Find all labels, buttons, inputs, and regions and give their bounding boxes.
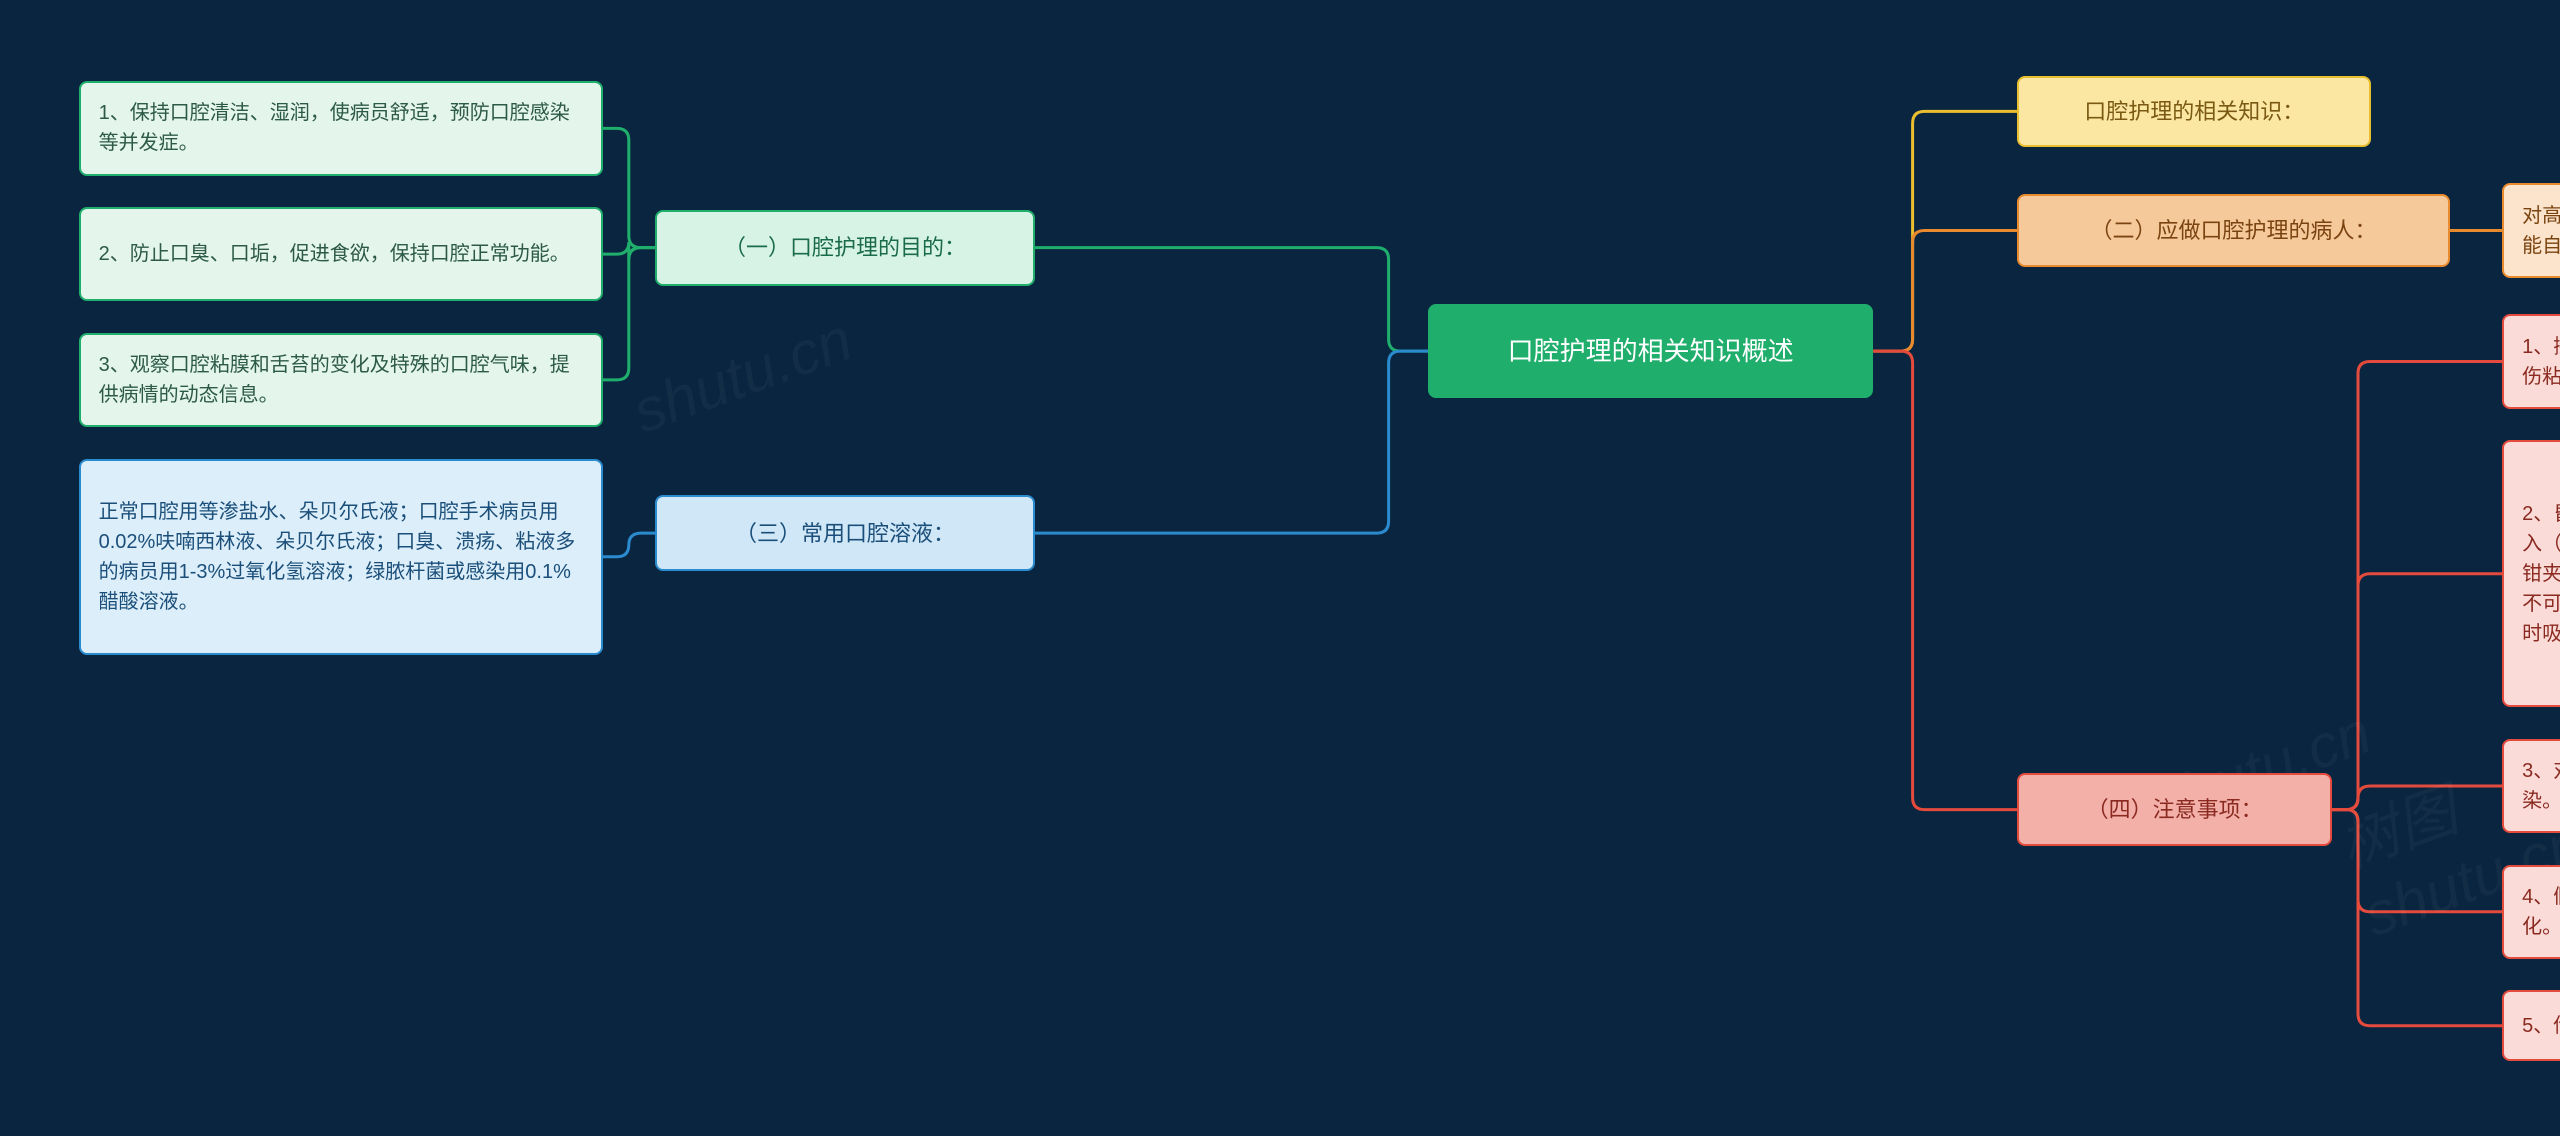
connector [1035,351,1428,533]
node-b4c3[interactable]: 3、对长期使用抗生素者，应观察口腔粘膜有无霉菌感染。 [2502,739,2560,833]
connector [1873,231,2017,352]
node-b2[interactable]: （二）应做口腔护理的病人： [2017,194,2449,267]
connector [2332,810,2502,912]
connector [2332,810,2502,1026]
node-b4c2[interactable]: 2、昏迷病员禁忌漱口，需要开口器时，应从臼齿处放入（牙关紧闭者不可用暴力助其张口… [2502,440,2560,707]
node-b2c1[interactable]: 对高热、昏迷、鼻饲、禁食、口腔疾患及术后和生活不能自理者。 [2502,183,2560,277]
connector [603,128,655,247]
node-label: （三）常用口腔溶液： [735,517,955,550]
node-b3c1[interactable]: 正常口腔用等渗盐水、朵贝尔氏液；口腔手术病员用0.02%呋喃西林液、朵贝尔氏液；… [79,459,603,656]
node-b3[interactable]: （三）常用口腔溶液： [655,495,1035,571]
node-b1c3[interactable]: 3、观察口腔粘膜和舌苔的变化及特殊的口腔气味，提供病情的动态信息。 [79,333,603,427]
connector [1873,351,2017,810]
connector [603,242,655,259]
node-label: 1、保持口腔清洁、湿润，使病员舒适，预防口腔感染等并发症。 [99,98,583,158]
node-b1c1[interactable]: 1、保持口腔清洁、湿润，使病员舒适，预防口腔感染等并发症。 [79,81,603,175]
node-label: （二）应做口腔护理的病人： [2091,214,2377,247]
node-label: 3、对长期使用抗生素者，应观察口腔粘膜有无霉菌感染。 [2522,756,2560,816]
node-label: （四）注意事项： [2087,793,2263,826]
node-label: 3、观察口腔粘膜和舌苔的变化及特殊的口腔气味，提供病情的动态信息。 [99,350,583,410]
node-label: 口腔护理的相关知识： [2084,95,2304,128]
node-b1[interactable]: （一）口腔护理的目的： [655,210,1035,286]
node-b1c2[interactable]: 2、防止口臭、口垢，促进食欲，保持口腔正常功能。 [79,207,603,301]
node-label: 口腔护理的相关知识概述 [1508,332,1794,371]
connector [2332,574,2502,810]
node-label: 5、传染病员用物按隔离消毒原则处理。 [2522,1011,2560,1041]
node-b4c5[interactable]: 5、传染病员用物按隔离消毒原则处理。 [2502,990,2560,1061]
node-root[interactable]: 口腔护理的相关知识概述 [1428,304,1873,398]
node-label: 2、防止口臭、口垢，促进食欲，保持口腔正常功能。 [99,239,570,269]
watermark: shutu.cn [624,304,861,446]
node-b4c1[interactable]: 1、擦洗时动作要轻，特别对凝血功能差的，要防止碰伤粘膜及牙龈。 [2502,314,2560,408]
connector [603,248,655,380]
connector [603,533,655,557]
connector [1035,248,1428,351]
node-label: （一）口腔护理的目的： [724,231,966,264]
node-label: 对高热、昏迷、鼻饲、禁食、口腔疾患及术后和生活不能自理者。 [2522,201,2560,261]
connector [1873,111,2017,351]
node-label: 1、擦洗时动作要轻，特别对凝血功能差的，要防止碰伤粘膜及牙龈。 [2522,332,2560,392]
connector [2332,786,2502,810]
node-b4[interactable]: （四）注意事项： [2017,773,2331,846]
node-b4c4[interactable]: 4、假牙不可泡在酒精或热水中，以免变色、变形或老化。 [2502,865,2560,959]
node-label: 2、昏迷病员禁忌漱口，需要开口器时，应从臼齿处放入（牙关紧闭者不可用暴力助其张口… [2522,499,2560,649]
node-b0[interactable]: 口腔护理的相关知识： [2017,76,2371,147]
node-label: 正常口腔用等渗盐水、朵贝尔氏液；口腔手术病员用0.02%呋喃西林液、朵贝尔氏液；… [99,497,583,617]
connector [2332,362,2502,810]
node-label: 4、假牙不可泡在酒精或热水中，以免变色、变形或老化。 [2522,882,2560,942]
